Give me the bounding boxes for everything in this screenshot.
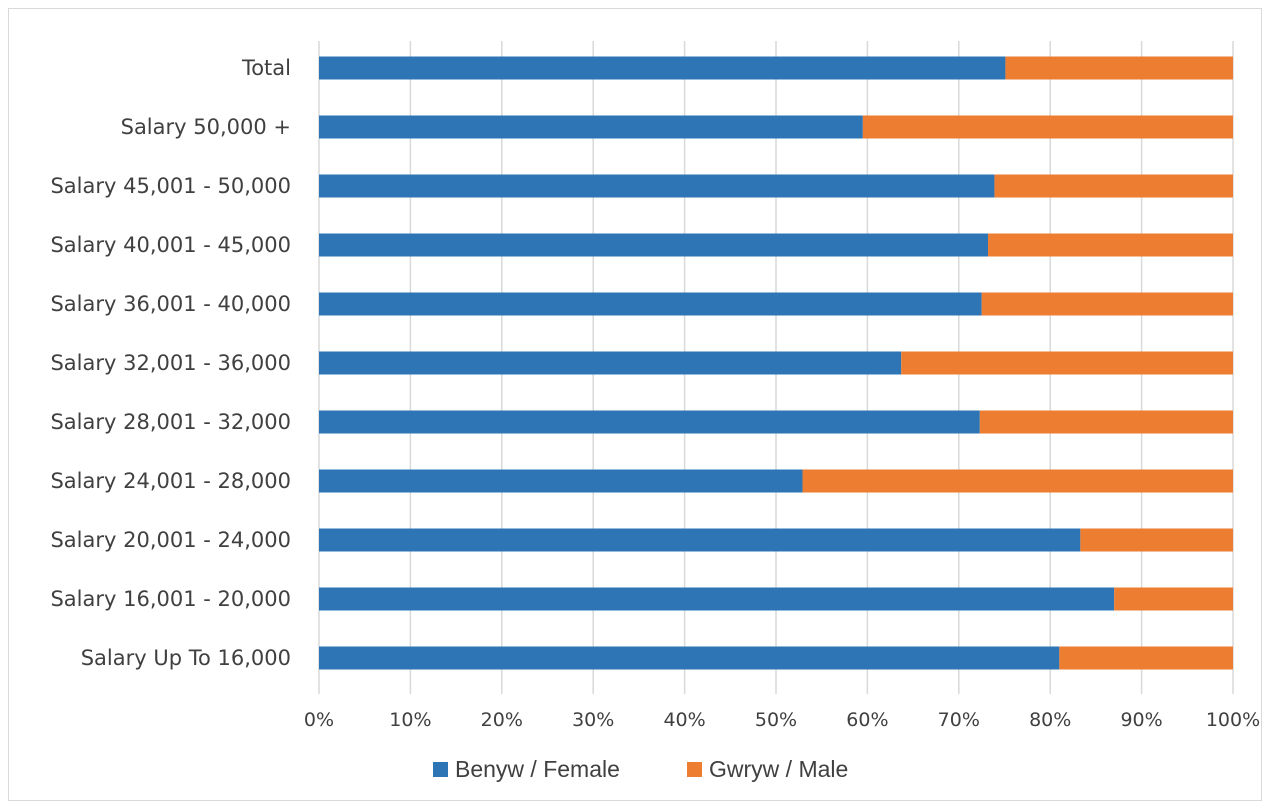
category-label: Salary 36,001 - 40,000 (50, 292, 291, 316)
category-label: Salary 24,001 - 28,000 (50, 469, 291, 493)
bar-male (802, 469, 1233, 493)
x-tick-label: 10% (389, 709, 431, 731)
legend-label: Benyw / Female (455, 756, 620, 782)
bar-female (319, 351, 902, 375)
category-label: Salary 28,001 - 32,000 (50, 410, 291, 434)
bar-female (319, 469, 803, 493)
bar-male (979, 410, 1233, 434)
bar-male (901, 351, 1233, 375)
bar-male (1080, 528, 1233, 552)
x-tick-label: 80% (1029, 709, 1071, 731)
bar-female (319, 587, 1115, 611)
x-tick-label: 30% (572, 709, 614, 731)
x-tick-label: 60% (846, 709, 888, 731)
bar-female (319, 410, 980, 434)
bar-female (319, 233, 989, 257)
x-tick-label: 50% (755, 709, 797, 731)
bar-male (988, 233, 1233, 257)
bar-female (319, 528, 1081, 552)
category-label: Salary 16,001 - 20,000 (50, 587, 291, 611)
bar-male (1114, 587, 1233, 611)
category-label: Salary 50,000 + (121, 115, 291, 139)
category-label: Salary 32,001 - 36,000 (50, 351, 291, 375)
x-tick-label: 0% (304, 709, 334, 731)
chart-area: Total Salary 50,000 + Salary 45,001 - 50,0… (8, 8, 1262, 801)
bar-female (319, 174, 995, 198)
x-tick-label: 100% (1206, 709, 1260, 731)
bar-male (1005, 56, 1233, 80)
bar-female (319, 646, 1060, 670)
x-tick-label: 90% (1120, 709, 1162, 731)
x-tick-label: 70% (938, 709, 980, 731)
x-tick-label: 40% (663, 709, 705, 731)
bar-male (862, 115, 1233, 139)
category-label: Salary 20,001 - 24,000 (50, 528, 291, 552)
bar-female (319, 292, 982, 316)
bar-female (319, 56, 1006, 80)
bar-male (1059, 646, 1233, 670)
category-label: Salary 40,001 - 45,000 (50, 233, 291, 257)
bar-male (981, 292, 1233, 316)
x-tick-label: 20% (481, 709, 523, 731)
bar-female (319, 115, 863, 139)
legend-label: Gwryw / Male (709, 756, 848, 782)
category-label: Salary Up To 16,000 (81, 646, 291, 670)
category-label: Total (241, 56, 291, 80)
category-label: Salary 45,001 - 50,000 (50, 174, 291, 198)
bar-chart: Total Salary 50,000 + Salary 45,001 - 50,0… (50, 41, 1260, 782)
legend-swatch (433, 762, 448, 777)
legend-swatch (687, 762, 702, 777)
bar-male (994, 174, 1233, 198)
